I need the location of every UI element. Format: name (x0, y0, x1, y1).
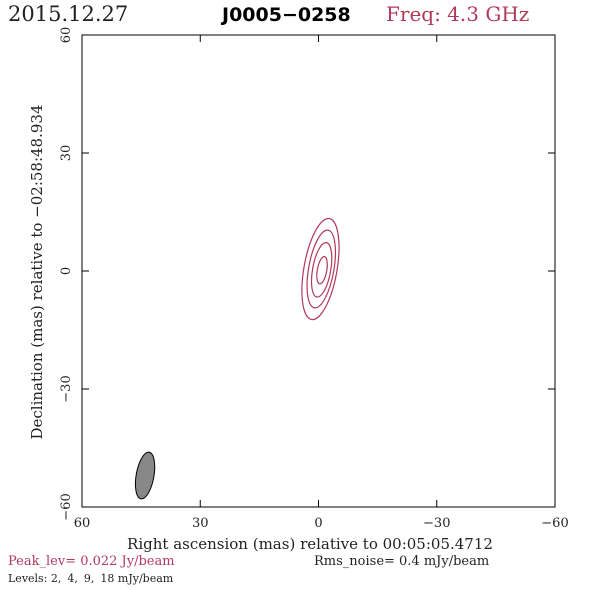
beam-group (134, 451, 156, 500)
x-tick-label: −30 (423, 516, 450, 531)
level-value: 4, (67, 572, 78, 585)
y-tick-label: 30 (59, 145, 74, 162)
x-tick-labels: 60 30 0 −30 −60 (74, 516, 569, 531)
x-tick-label: 0 (314, 516, 322, 531)
x-tick-label: 30 (192, 516, 209, 531)
source-name: J0005−0258 (222, 4, 351, 26)
level-value: 9, (83, 572, 95, 585)
beam-ellipse (134, 451, 156, 500)
epoch-date: 2015.12.27 (8, 2, 129, 26)
contour-level-9 (310, 242, 333, 298)
frequency-label: Freq: 4.3 GHz (386, 2, 530, 26)
level-value: 18 mJy/beam (100, 572, 174, 585)
contour-level-2 (301, 217, 340, 321)
y-tick-label: 60 (59, 27, 74, 44)
x-tick-label: 60 (74, 516, 91, 531)
peak-level: Peak_lev= 0.022 Jy/beam (8, 554, 175, 569)
y-axis-label: Declination (mas) relative to −02:58:48.… (28, 104, 46, 439)
contour-levels: Levels: 2, 4, 9, 18 mJy/beam (8, 572, 179, 585)
contour-level-4 (306, 229, 337, 309)
y-tick-label: −30 (59, 375, 74, 402)
rms-noise: Rms_noise= 0.4 mJy/beam (314, 554, 490, 569)
level-value: 2, (50, 572, 62, 585)
axis-ticks (81, 34, 556, 508)
y-tick-label: 0 (59, 267, 74, 275)
levels-label: Levels: (8, 572, 48, 585)
contour-level-18 (316, 256, 328, 285)
y-tick-label: −60 (59, 493, 74, 520)
x-tick-label: −60 (541, 516, 568, 531)
x-axis-label: Right ascension (mas) relative to 00:05:… (127, 535, 493, 553)
contour-group (301, 217, 340, 321)
y-tick-labels: 60 30 0 −30 −60 (59, 27, 74, 521)
plot-frame (81, 34, 556, 508)
